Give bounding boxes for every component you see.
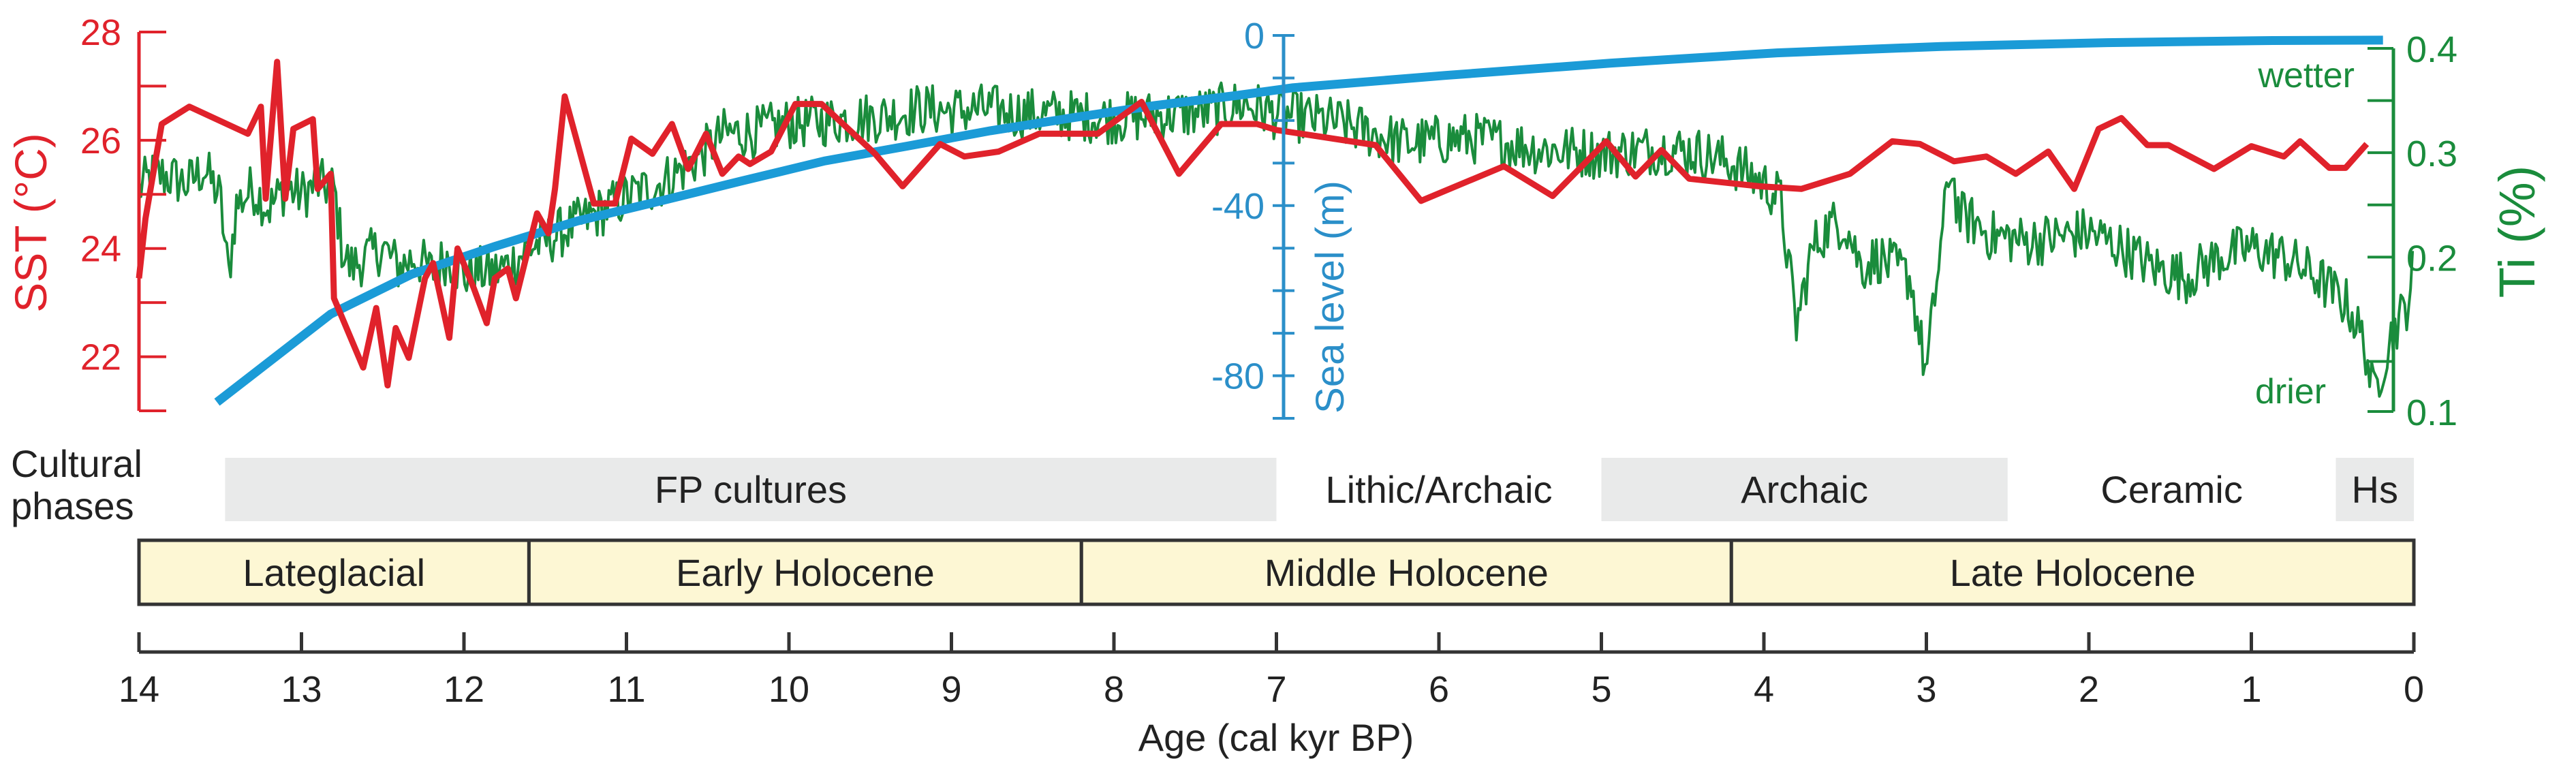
sst-tick-label: 26 — [80, 121, 121, 161]
sea-level-axis-title: Sea level (m) — [1308, 181, 1352, 414]
cultural-phases-row: FP cultures Lithic/Archaic Archaic Ceramic H… — [225, 458, 2414, 521]
ti-tick-label: 0.2 — [2406, 238, 2457, 279]
ti-axis-title: Ti (%) — [2489, 166, 2545, 298]
sst-series-line — [136, 59, 2370, 389]
ti-tick-label: 0.3 — [2406, 134, 2457, 174]
x-tick-label: 1 — [2241, 669, 2261, 710]
phase-band — [2336, 458, 2414, 521]
x-tick-label: 4 — [1754, 669, 1774, 710]
cultural-phases-label-line1: Cultural — [11, 442, 142, 485]
x-tick-label: 7 — [1266, 669, 1286, 710]
x-tick-label: 12 — [444, 669, 484, 710]
sea-level-tick-label: -80 — [1211, 356, 1264, 397]
period-label: Early Holocene — [676, 551, 935, 594]
sst-tick-label: 24 — [80, 229, 121, 270]
phase-label: FP cultures — [655, 468, 847, 511]
sea-level-series-line — [214, 35, 2383, 406]
x-tick-label: 14 — [119, 669, 159, 710]
period-label: Late Holocene — [1950, 551, 2196, 594]
phase-label: Hs — [2352, 468, 2398, 511]
period-label: Lateglacial — [243, 551, 425, 594]
phase-band — [1601, 458, 2008, 521]
drier-annotation: drier — [2255, 372, 2326, 412]
sea-level-tick-label: 0 — [1244, 16, 1264, 57]
x-tick-label: 10 — [769, 669, 809, 710]
x-tick-label: 0 — [2404, 669, 2424, 710]
x-tick-label: 6 — [1429, 669, 1449, 710]
phase-label: Ceramic — [2100, 468, 2242, 511]
x-tick-label: 3 — [1916, 669, 1936, 710]
x-tick-label: 11 — [607, 669, 645, 710]
period-box — [527, 538, 1083, 606]
period-label: Middle Holocene — [1264, 551, 1549, 594]
x-tick-label: 13 — [281, 669, 322, 710]
sst-tick-label: 22 — [80, 337, 121, 378]
period-box — [1079, 538, 1733, 606]
period-box — [1729, 538, 2416, 606]
x-tick-label: 2 — [2079, 669, 2099, 710]
x-axis-title: Age (cal kyr BP) — [1138, 716, 1414, 759]
series-layer — [136, 35, 2415, 406]
phase-label: Archaic — [1741, 468, 1868, 511]
periods-row: Lateglacial Early Holocene Middle Holocene… — [137, 538, 2416, 606]
phase-label: Lithic/Archaic — [1325, 468, 1552, 511]
x-tick-label: 8 — [1104, 669, 1124, 710]
ti-series-line — [138, 81, 2415, 398]
sea-level-tick-label: -40 — [1211, 186, 1264, 227]
x-tick-label: 9 — [941, 669, 961, 710]
sst-tick-label: 28 — [80, 12, 121, 53]
sst-axis-title: SST (°C) — [5, 133, 56, 313]
cultural-phases-label-line2: phases — [11, 484, 134, 527]
x-tick-label: 5 — [1591, 669, 1611, 710]
ti-tick-label: 0.4 — [2406, 29, 2457, 70]
ti-tick-label: 0.1 — [2406, 392, 2457, 433]
phase-band — [225, 458, 1277, 521]
wetter-annotation: wetter — [2257, 56, 2355, 95]
